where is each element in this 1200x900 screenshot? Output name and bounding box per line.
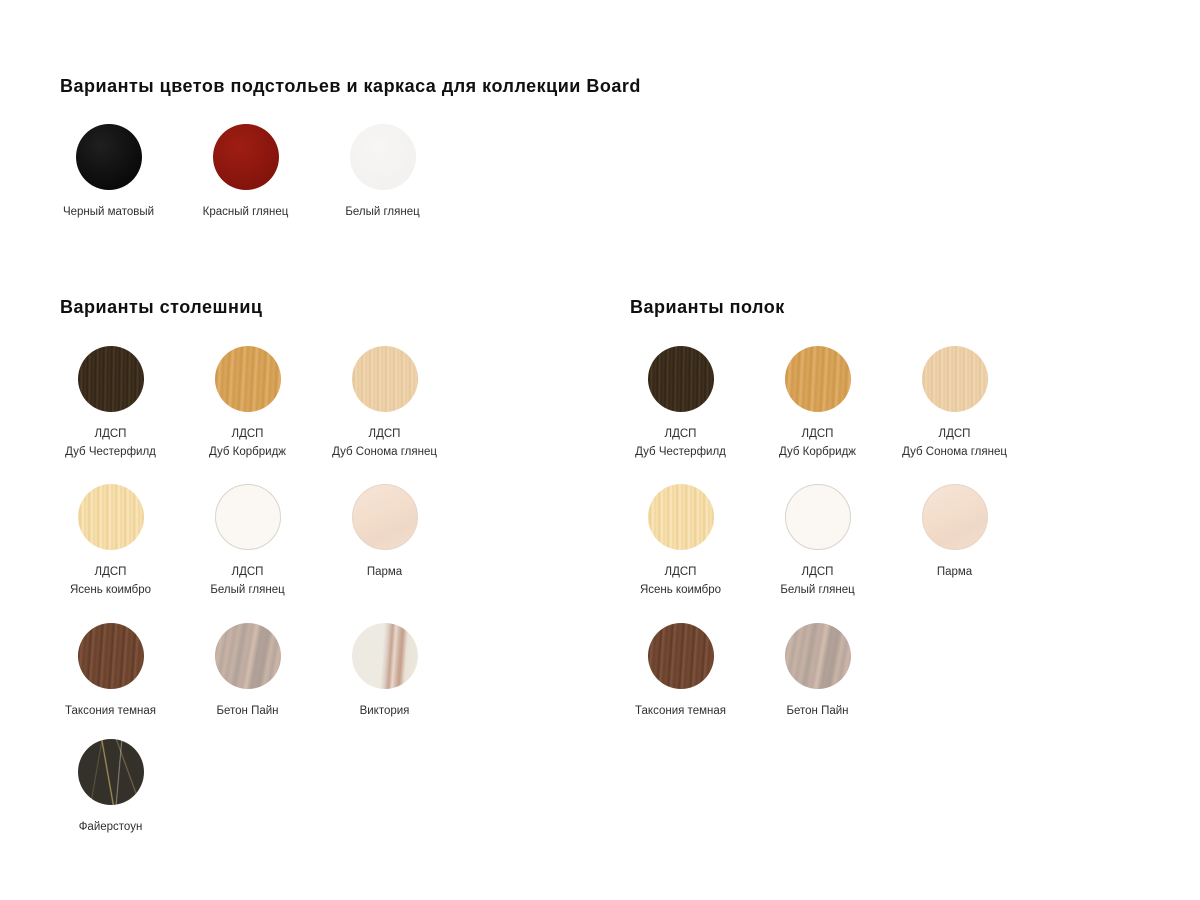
swatch-circle — [77, 623, 144, 689]
swatch-circle — [784, 346, 851, 412]
swatch-black-matte: Черный матовый — [40, 124, 177, 221]
swatch-label: Бетон Пайн — [786, 705, 849, 717]
swatch-oak-sonoma: ЛДСП Дуб Сонома глянец — [316, 346, 453, 484]
swatch-circle — [351, 484, 418, 550]
swatch-oak-korbridzh: ЛДСП Дуб Корбридж — [179, 346, 316, 484]
swatch-parma: Парма — [886, 484, 1023, 623]
shelves-row-1: ЛДСП Дуб Честерфилд ЛДСП Дуб Корбридж ЛД… — [612, 346, 1023, 484]
swatch-label: Бетон Пайн — [216, 705, 279, 717]
swatch-taxonia-dark: Таксония темная — [612, 623, 749, 720]
swatch-label: ЛДСП Дуб Сонома глянец — [902, 428, 1007, 458]
swatch-circle — [647, 623, 714, 689]
swatch-label: Парма — [366, 566, 403, 578]
swatch-circle — [349, 124, 416, 190]
tabletops-title: Варианты столешниц — [60, 297, 263, 317]
swatch-oak-sonoma: ЛДСП Дуб Сонома глянец — [886, 346, 1023, 484]
swatch-circle — [784, 623, 851, 689]
shelves-grid: ЛДСП Дуб Честерфилд ЛДСП Дуб Корбридж ЛД… — [612, 346, 1023, 720]
swatch-oak-chesterfield: ЛДСП Дуб Честерфилд — [42, 346, 179, 484]
swatch-ash-coimbro: ЛДСП Ясень коимбро — [612, 484, 749, 623]
swatch-circle — [214, 623, 281, 689]
swatch-circle — [77, 484, 144, 550]
swatch-circle — [77, 346, 144, 412]
swatch-red-gloss: Красный глянец — [177, 124, 314, 221]
tabletops-row-3: Таксония темная Бетон Пайн Виктория — [42, 623, 453, 739]
swatch-circle — [77, 739, 144, 805]
tabletops-row-2: ЛДСП Ясень коимбро ЛДСП Белый глянец Пар… — [42, 484, 453, 623]
swatch-label: ЛДСП Ясень коимбро — [69, 566, 152, 596]
frame-colors-row: Черный матовый Красный глянец Белый глян… — [40, 124, 451, 221]
tabletops-row-1: ЛДСП Дуб Честерфилд ЛДСП Дуб Корбридж ЛД… — [42, 346, 453, 484]
swatch-taxonia-dark: Таксония темная — [42, 623, 179, 739]
swatch-circle — [214, 346, 281, 412]
swatch-label: ЛДСП Дуб Корбридж — [778, 428, 856, 458]
swatch-oak-chesterfield: ЛДСП Дуб Честерфилд — [612, 346, 749, 484]
swatch-circle — [647, 484, 714, 550]
swatch-label: Белый глянец — [345, 206, 420, 218]
swatch-circle — [351, 346, 418, 412]
swatch-white-gloss: Белый глянец — [314, 124, 451, 221]
swatch-circle — [921, 484, 988, 550]
swatch-label: ЛДСП Дуб Честерфилд — [635, 428, 726, 458]
swatch-beton-pine: Бетон Пайн — [749, 623, 886, 720]
swatch-label: Файерстоун — [78, 821, 143, 833]
swatch-label: Черный матовый — [62, 206, 155, 218]
swatch-beton-pine: Бетон Пайн — [179, 623, 316, 739]
swatch-victoria: Виктория — [316, 623, 453, 739]
tabletops-grid: ЛДСП Дуб Честерфилд ЛДСП Дуб Корбридж ЛД… — [42, 346, 453, 836]
swatch-label: ЛДСП Дуб Честерфилд — [65, 428, 156, 458]
swatch-label: Таксония темная — [65, 705, 156, 717]
swatch-parma: Парма — [316, 484, 453, 623]
swatch-white-gloss-ldsp: ЛДСП Белый глянец — [749, 484, 886, 623]
swatch-oak-korbridzh: ЛДСП Дуб Корбридж — [749, 346, 886, 484]
tabletops-row-4: Файерстоун — [42, 739, 453, 836]
swatch-label: Виктория — [359, 705, 410, 717]
swatch-circle — [921, 346, 988, 412]
swatch-label: ЛДСП Дуб Сонома глянец — [332, 428, 437, 458]
swatch-label: ЛДСП Белый глянец — [780, 566, 855, 596]
swatch-label: Парма — [936, 566, 973, 578]
swatch-circle — [351, 623, 418, 689]
swatch-circle — [214, 484, 281, 550]
swatch-circle — [784, 484, 851, 550]
swatch-circle — [75, 124, 142, 190]
shelves-row-2: ЛДСП Ясень коимбро ЛДСП Белый глянец Пар… — [612, 484, 1023, 623]
swatch-ash-coimbro: ЛДСП Ясень коимбро — [42, 484, 179, 623]
swatch-label: Таксония темная — [635, 705, 726, 717]
swatch-white-gloss-ldsp: ЛДСП Белый глянец — [179, 484, 316, 623]
swatch-firestone: Файерстоун — [42, 739, 179, 836]
swatch-label: ЛДСП Дуб Корбридж — [208, 428, 286, 458]
swatch-label: ЛДСП Белый глянец — [210, 566, 285, 596]
shelves-row-3: Таксония темная Бетон Пайн — [612, 623, 1023, 720]
frame-colors-title: Варианты цветов подстольев и каркаса для… — [60, 76, 641, 96]
shelves-title: Варианты полок — [630, 297, 785, 317]
swatch-label: ЛДСП Ясень коимбро — [639, 566, 722, 596]
swatch-circle — [647, 346, 714, 412]
swatch-circle — [212, 124, 279, 190]
swatch-label: Красный глянец — [202, 206, 289, 218]
